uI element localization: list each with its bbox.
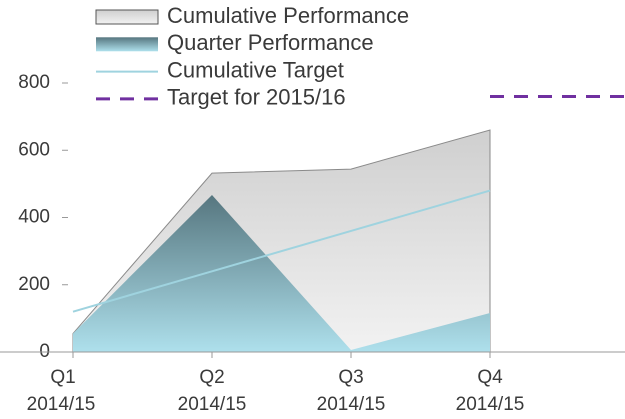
- legend-label: Target for 2015/16: [167, 85, 346, 110]
- y-tick-label: 400: [18, 207, 50, 228]
- line: [72, 189, 491, 313]
- x-tick-label: Q1 2014/15: [27, 367, 96, 415]
- legend-label: Quarter Performance: [167, 30, 374, 55]
- y-tick-label: 600: [18, 139, 50, 160]
- x-tick-label: Q3 2014/15: [317, 367, 386, 415]
- legend-label: Cumulative Performance: [167, 3, 409, 28]
- x-tick-label: Q4 2014/15: [456, 367, 525, 415]
- x-tick-label: Q2 2014/15: [178, 367, 247, 415]
- y-tick-label: 800: [18, 72, 50, 93]
- legend-swatch: [96, 37, 158, 52]
- y-tick-label: 200: [18, 274, 50, 295]
- area: [73, 194, 490, 352]
- legend-swatch: [95, 9, 159, 25]
- legend-label: Cumulative Target: [167, 57, 344, 82]
